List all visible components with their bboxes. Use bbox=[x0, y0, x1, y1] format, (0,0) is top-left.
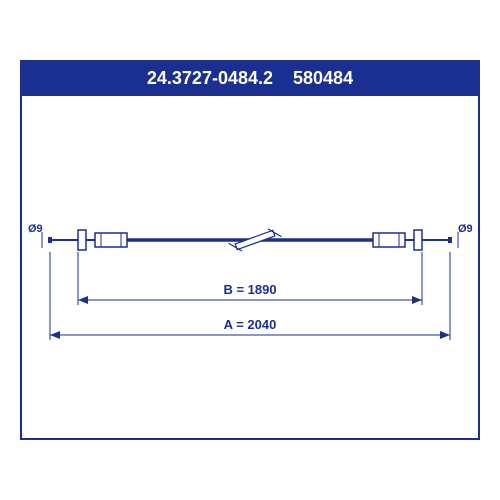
technical-diagram: Ø9 Ø9 B = 1890 A = 2040 bbox=[0, 0, 500, 500]
svg-text:Ø9: Ø9 bbox=[458, 223, 473, 235]
svg-text:A = 2040: A = 2040 bbox=[224, 317, 277, 332]
svg-text:Ø9: Ø9 bbox=[28, 223, 43, 235]
svg-text:B = 1890: B = 1890 bbox=[223, 282, 276, 297]
